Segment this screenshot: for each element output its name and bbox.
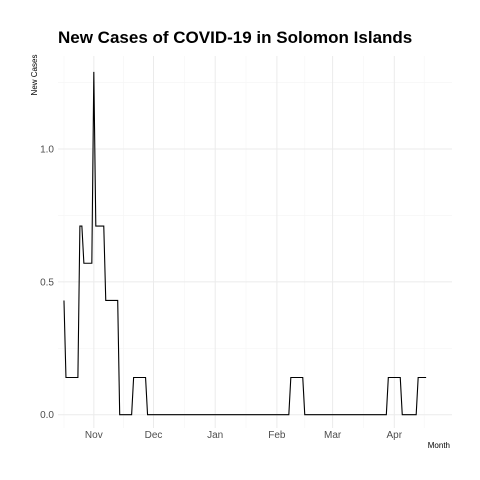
x-tick-label: Jan xyxy=(207,430,223,441)
y-tick-labels: 0.0 0.5 1.0 xyxy=(40,145,54,422)
y-tick-label: 0.0 xyxy=(40,410,54,421)
x-tick-label: Dec xyxy=(145,430,163,441)
x-tick-label: Apr xyxy=(387,430,403,441)
grid xyxy=(58,56,452,428)
x-tick-label: Feb xyxy=(268,430,286,441)
y-tick-label: 0.5 xyxy=(40,277,54,288)
x-tick-label: Mar xyxy=(324,430,342,441)
series-line xyxy=(63,71,427,416)
x-axis-label: Month xyxy=(428,441,450,450)
chart-title: New Cases of COVID-19 in Solomon Islands xyxy=(58,28,412,47)
x-tick-label: Nov xyxy=(85,430,103,441)
y-tick-label: 1.0 xyxy=(40,145,54,156)
y-axis-label: New Cases xyxy=(30,55,39,96)
x-tick-labels: Nov Dec Jan Feb Mar Apr xyxy=(85,430,403,441)
